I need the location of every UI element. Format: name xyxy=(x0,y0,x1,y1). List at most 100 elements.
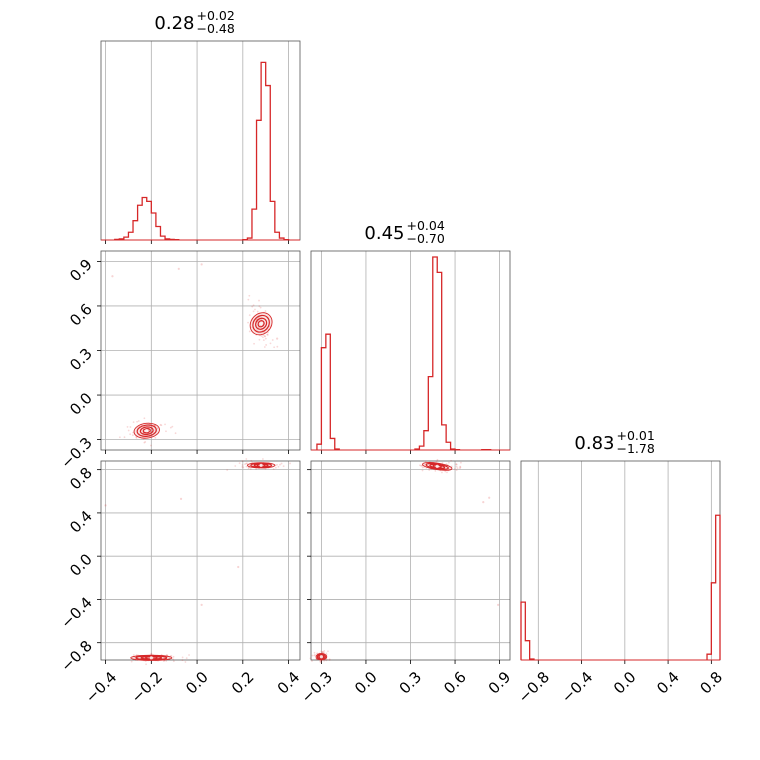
density-point xyxy=(172,660,175,663)
panel-title-0: 0.28 +0.02−0.48 xyxy=(154,8,234,36)
title-upper-error: +0.02 xyxy=(197,8,235,23)
density-point xyxy=(127,429,130,432)
density-point xyxy=(172,655,175,658)
stray-point xyxy=(111,275,114,278)
density-point xyxy=(279,463,281,466)
stray-point xyxy=(200,263,203,266)
density-point xyxy=(258,305,261,308)
panel-title-2: 0.83 +0.01−1.78 xyxy=(574,428,654,456)
density-2-1 xyxy=(309,458,500,664)
density-point xyxy=(264,337,267,340)
density-point xyxy=(159,423,162,426)
panel-frame xyxy=(520,460,721,661)
density-1-0 xyxy=(111,263,279,447)
density-point xyxy=(455,463,458,466)
density-point xyxy=(160,424,163,427)
contour-level-1 xyxy=(425,462,449,470)
density-point xyxy=(250,459,253,462)
x-tick-label: 0.0 xyxy=(610,668,640,698)
title-value: 0.28 xyxy=(154,13,194,34)
density-point xyxy=(181,656,184,659)
panel-2-1 xyxy=(307,460,511,664)
density-point xyxy=(165,430,167,433)
panel-1-1 xyxy=(310,250,511,454)
density-point xyxy=(428,469,431,471)
y-tick-label: −0.4 xyxy=(57,594,95,632)
density-point xyxy=(446,471,448,474)
density-point xyxy=(248,314,251,317)
density-point xyxy=(448,461,450,464)
density-point xyxy=(150,653,152,656)
density-point xyxy=(262,336,264,339)
density-point xyxy=(420,465,423,467)
density-point xyxy=(150,652,153,655)
density-point xyxy=(248,330,251,333)
density-peak xyxy=(259,322,263,326)
density-point xyxy=(280,462,283,465)
density-point xyxy=(144,440,147,443)
x-tick-label: −0.8 xyxy=(515,668,553,706)
density-point xyxy=(274,466,277,469)
x-tick-label: 0.0 xyxy=(182,668,212,698)
density-point xyxy=(253,342,255,345)
x-tick-label: 0.8 xyxy=(696,668,726,698)
histogram-2 xyxy=(520,514,721,660)
density-point xyxy=(238,462,241,465)
density-point xyxy=(269,325,271,328)
density-point xyxy=(174,432,177,435)
density-point xyxy=(252,304,255,307)
density-point xyxy=(242,466,245,469)
density-point xyxy=(455,465,458,468)
contour-level-1 xyxy=(252,314,270,333)
x-tick-label: −0.3 xyxy=(298,668,336,706)
density-point xyxy=(320,661,322,664)
y-tick-label: 0.3 xyxy=(66,345,96,375)
density-point xyxy=(435,460,438,463)
density-point xyxy=(118,436,121,439)
density-point xyxy=(320,650,323,653)
panel-title-1: 0.45 +0.04−0.70 xyxy=(364,218,444,246)
density-point xyxy=(131,434,134,437)
stray-point xyxy=(104,504,107,507)
density-point xyxy=(255,468,258,470)
title-value: 0.83 xyxy=(574,433,614,454)
density-point xyxy=(328,658,331,661)
density-point xyxy=(257,326,260,329)
density-point xyxy=(241,464,244,466)
stray-point xyxy=(177,267,180,270)
density-point xyxy=(424,460,427,463)
contour-level-3 xyxy=(257,320,265,328)
density-point xyxy=(130,660,133,663)
x-tick-label: 0.2 xyxy=(228,668,258,698)
density-peak xyxy=(259,463,263,467)
y-tick-label: 0.0 xyxy=(66,550,96,580)
density-point xyxy=(226,469,229,471)
density-point xyxy=(277,465,280,468)
density-point xyxy=(241,465,244,468)
density-point xyxy=(143,417,146,420)
density-point xyxy=(263,335,266,337)
density-point xyxy=(132,654,135,656)
density-2-0 xyxy=(104,458,291,666)
density-point xyxy=(460,461,462,464)
title-lower-error: −0.70 xyxy=(407,231,445,246)
density-point xyxy=(165,653,168,656)
contour-level-1 xyxy=(135,655,168,661)
contour-level-2 xyxy=(255,317,268,330)
density-point xyxy=(129,426,132,428)
density-point xyxy=(453,468,456,471)
density-point xyxy=(247,467,250,470)
density-point xyxy=(248,294,251,297)
density-peak xyxy=(435,464,439,469)
density-point xyxy=(316,652,319,655)
y-tick-label: −0.3 xyxy=(57,434,95,472)
y-tick-label: 0.4 xyxy=(66,507,96,537)
density-point xyxy=(184,661,187,663)
x-tick-label: 0.9 xyxy=(485,668,515,698)
x-tick-label: −0.4 xyxy=(82,668,120,706)
density-point xyxy=(313,654,316,657)
density-point xyxy=(456,467,459,470)
y-tick-label: −0.8 xyxy=(57,637,95,675)
contour-level-1 xyxy=(250,462,273,468)
density-point xyxy=(444,470,447,473)
